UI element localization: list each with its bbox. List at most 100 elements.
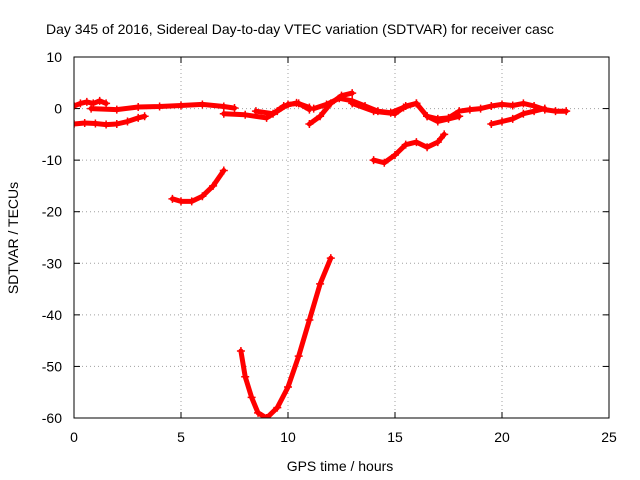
data-point xyxy=(455,107,464,116)
data-point xyxy=(177,197,185,206)
data-point xyxy=(380,158,389,167)
y-tick-label: -60 xyxy=(42,410,62,426)
data-point xyxy=(262,414,271,418)
data-point xyxy=(433,114,442,123)
y-tick-label: -40 xyxy=(42,307,62,323)
data-point xyxy=(348,99,357,108)
data-point xyxy=(498,100,506,109)
data-point xyxy=(254,408,263,417)
data-point xyxy=(284,383,292,392)
data-point xyxy=(487,101,496,110)
data-point xyxy=(391,150,399,159)
data-point xyxy=(530,107,539,116)
x-tick-label: 15 xyxy=(387,429,403,445)
data-point xyxy=(198,100,207,109)
data-point xyxy=(219,102,228,111)
data-point xyxy=(177,101,185,110)
y-tick-label: -30 xyxy=(42,255,62,271)
chart-title: Day 345 of 2016, Sidereal Day-to-day VTE… xyxy=(46,21,554,37)
data-point xyxy=(305,316,314,325)
data-point xyxy=(412,138,421,147)
data-point xyxy=(369,156,378,165)
data-point xyxy=(294,352,303,361)
data-point xyxy=(134,113,143,122)
data-point xyxy=(241,372,250,381)
y-axis-title: SDTVAR / TECUs xyxy=(5,182,21,294)
data-point xyxy=(401,101,410,110)
data-point xyxy=(476,104,485,113)
data-point xyxy=(316,112,325,121)
data-point xyxy=(251,107,260,116)
plot-frame xyxy=(73,56,610,419)
data-point xyxy=(87,104,96,113)
data-point xyxy=(423,143,432,152)
data-point xyxy=(241,110,250,119)
data-series xyxy=(74,89,571,418)
data-point xyxy=(440,130,449,139)
x-tick-label: 0 xyxy=(70,429,78,445)
data-point xyxy=(247,393,256,402)
x-axis-title: GPS time / hours xyxy=(287,458,394,474)
data-point xyxy=(123,117,132,126)
data-point xyxy=(487,120,496,129)
tick-marks: 0 5 10 15 20 25 10 0 -10 -20 -30 -40 -50 -60 xyxy=(42,49,617,445)
data-point xyxy=(412,99,421,108)
data-point xyxy=(112,105,121,114)
y-tick-label: -50 xyxy=(42,358,62,374)
data-point xyxy=(269,109,278,118)
data-point xyxy=(292,98,301,107)
data-point xyxy=(335,94,344,103)
data-point xyxy=(508,101,517,110)
data-point xyxy=(279,101,288,110)
data-point xyxy=(76,99,85,108)
data-point xyxy=(140,112,149,121)
data-point xyxy=(498,117,506,126)
data-point xyxy=(348,89,357,98)
data-point xyxy=(309,104,318,113)
data-point xyxy=(95,96,104,105)
data-point xyxy=(444,113,453,122)
data-point xyxy=(74,101,78,110)
data-point xyxy=(305,120,314,129)
data-point xyxy=(433,138,442,147)
y-tick-label: -20 xyxy=(42,204,62,220)
x-tick-label: 5 xyxy=(177,429,185,445)
data-point xyxy=(89,99,98,108)
data-point xyxy=(401,140,410,149)
data-point xyxy=(236,346,245,355)
data-point xyxy=(219,166,228,175)
y-tick-label: 10 xyxy=(46,49,62,65)
data-point xyxy=(91,119,100,128)
data-point xyxy=(209,181,218,190)
data-point xyxy=(82,97,91,106)
data-point xyxy=(391,109,399,118)
data-point xyxy=(168,194,177,203)
data-point xyxy=(230,104,239,113)
data-point xyxy=(551,107,560,116)
data-point xyxy=(102,120,111,129)
data-point xyxy=(102,99,111,108)
data-point xyxy=(219,109,228,118)
data-point xyxy=(519,109,528,118)
data-point xyxy=(508,114,517,123)
data-point xyxy=(112,120,121,129)
data-point xyxy=(519,99,528,108)
data-point xyxy=(562,107,571,116)
data-point xyxy=(326,254,335,263)
data-point xyxy=(74,120,78,129)
data-point xyxy=(155,102,164,111)
data-point xyxy=(273,403,282,412)
data-point xyxy=(198,192,207,201)
data-point xyxy=(369,107,378,116)
data-point xyxy=(134,103,143,112)
data-point xyxy=(316,279,325,288)
data-point xyxy=(465,105,474,114)
data-point xyxy=(80,119,89,128)
data-point xyxy=(322,100,331,109)
y-tick-label: 0 xyxy=(54,101,62,117)
data-point xyxy=(423,112,432,121)
series-line-13 xyxy=(238,255,334,418)
data-point xyxy=(187,197,196,206)
